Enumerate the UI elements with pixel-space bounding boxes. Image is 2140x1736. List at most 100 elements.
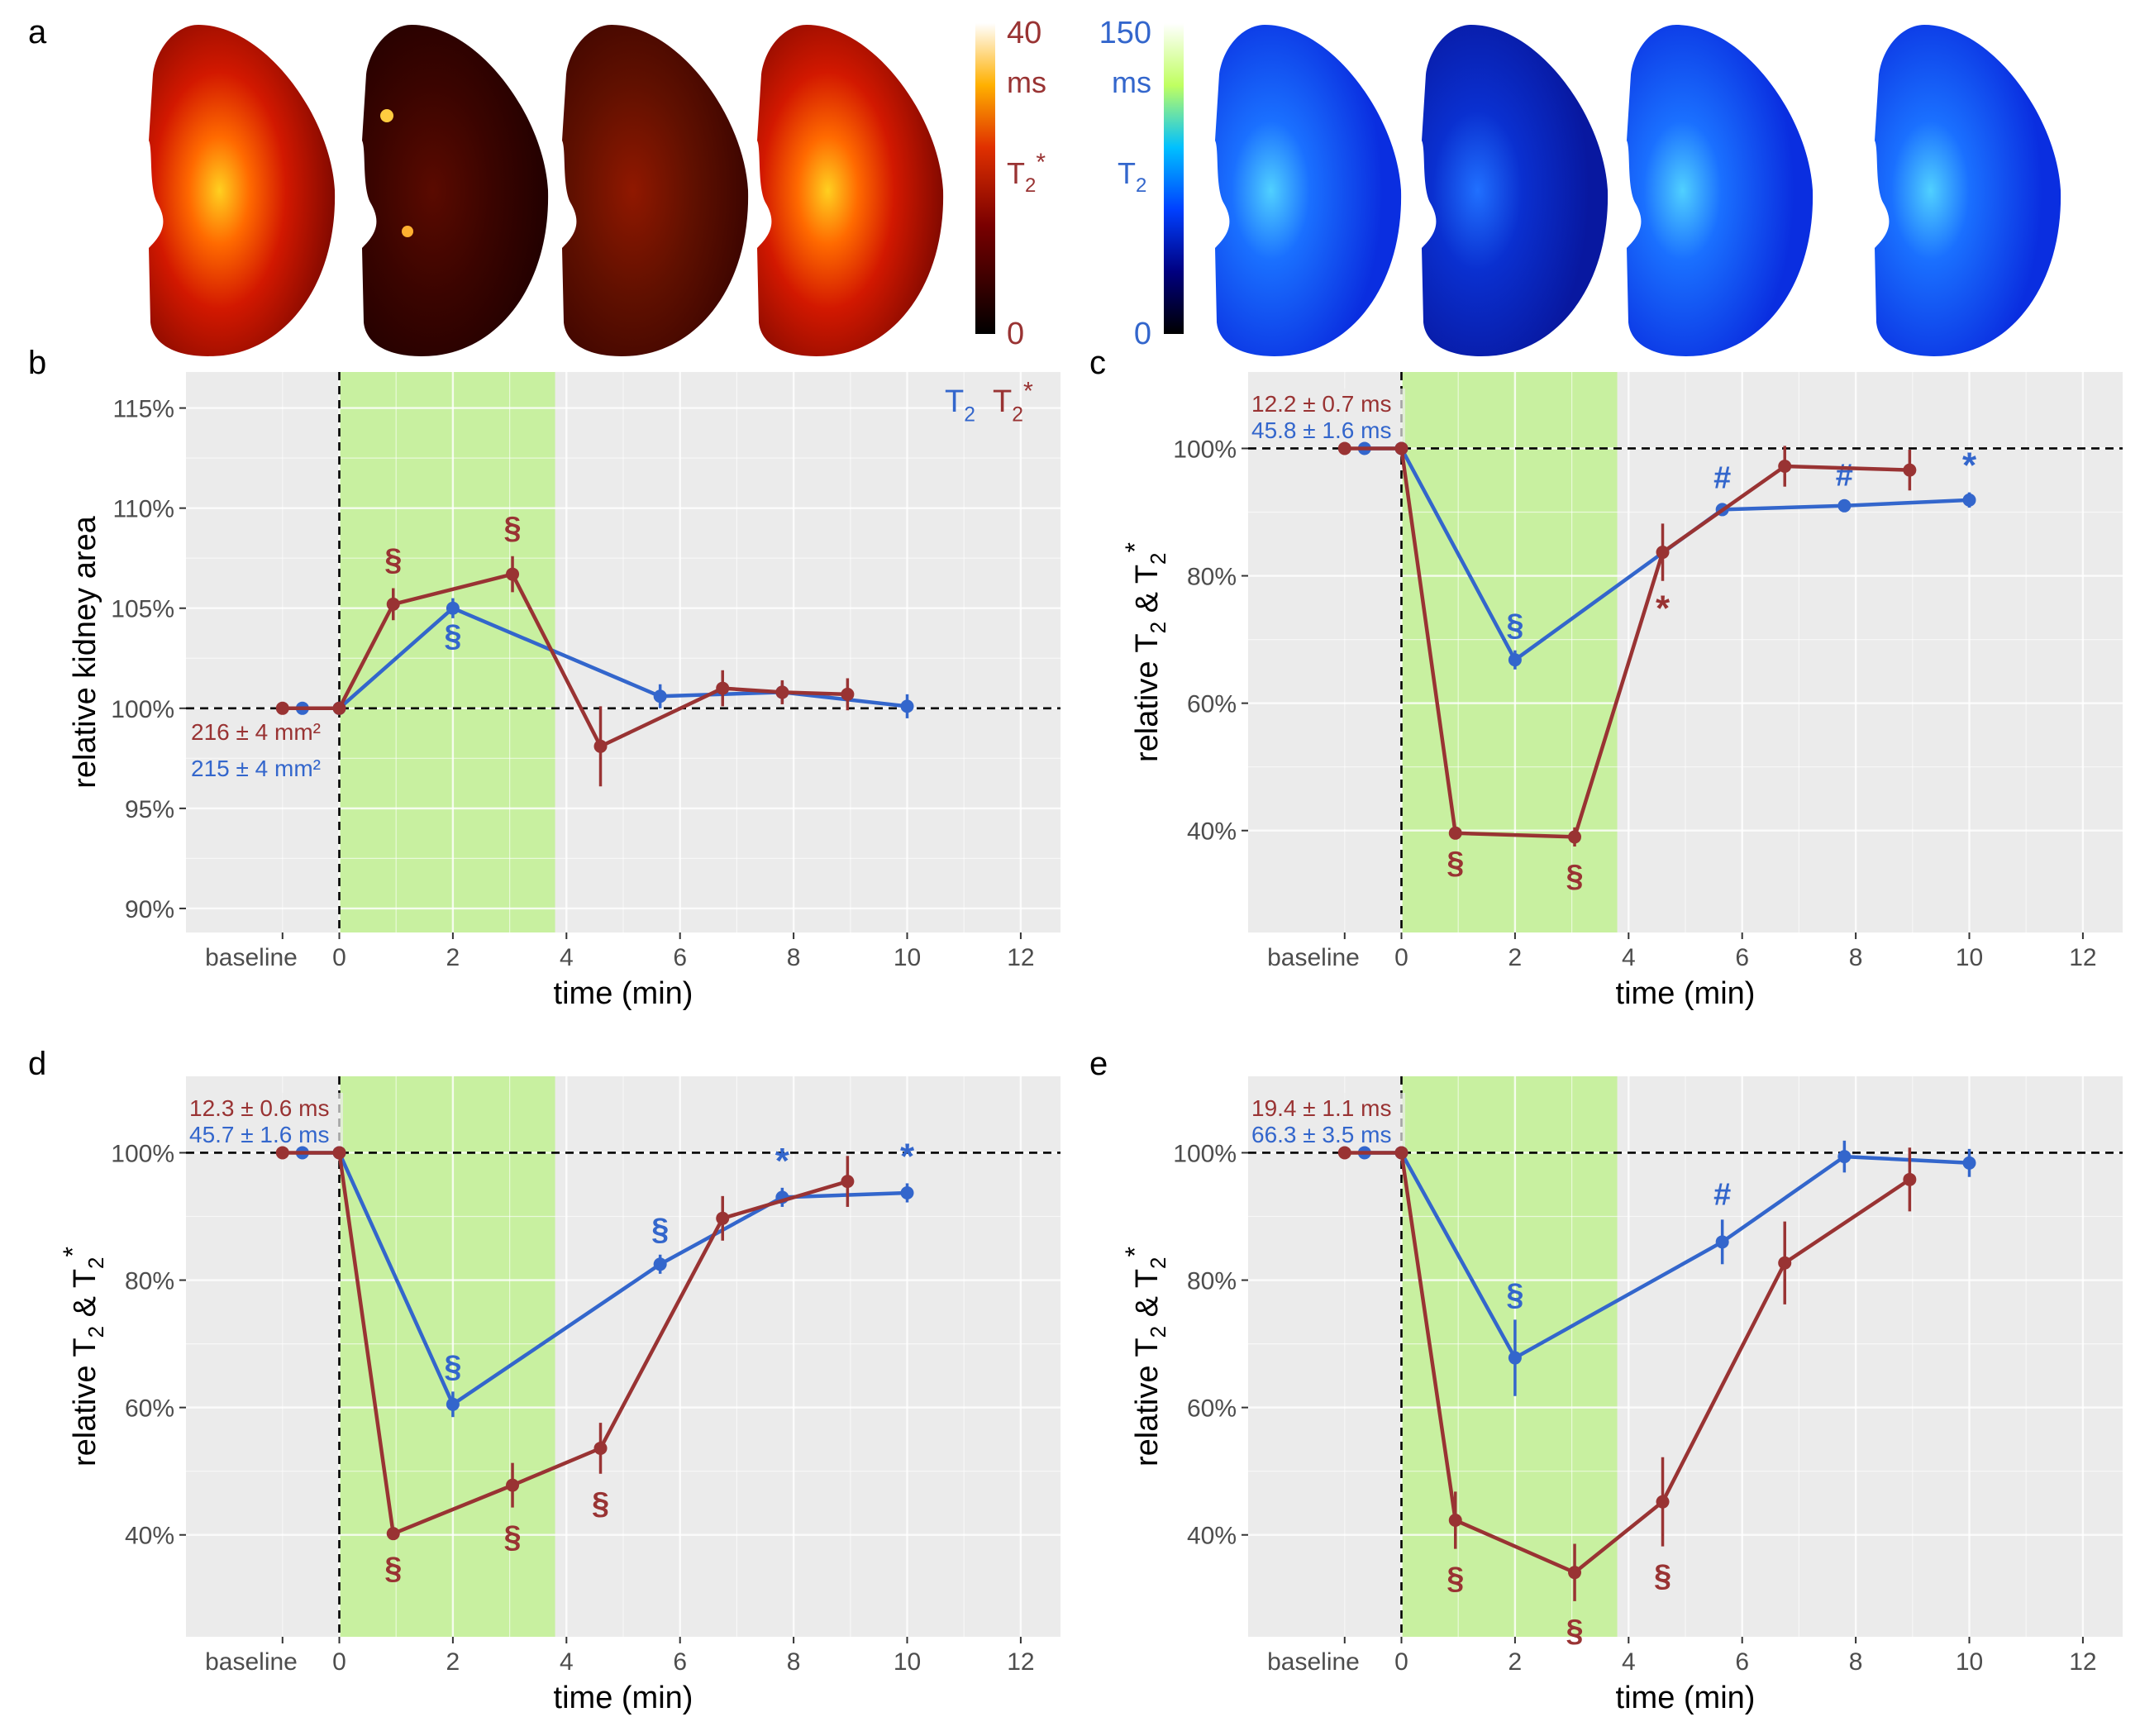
y-tick-label: 95% xyxy=(125,796,174,823)
x-axis-title: time (min) xyxy=(1616,976,1756,1011)
x-tick-label: 6 xyxy=(1735,944,1749,971)
data-point xyxy=(716,681,730,695)
significance-marker: § xyxy=(1447,1562,1464,1596)
baseline-annotation-t2: 215 ± 4 mm² xyxy=(191,756,321,781)
significance-marker: * xyxy=(1962,446,1977,486)
y-axis-title-part: & T xyxy=(1130,565,1165,622)
t2-map-2 xyxy=(1422,25,1609,356)
data-point xyxy=(1394,441,1408,455)
y-axis-title-sup: * xyxy=(1120,542,1150,552)
chart-e: e 40% 60% 80% 100% 0 2 4 6 8 10 12 baseline time (min… xyxy=(1089,1046,2123,1715)
data-point xyxy=(1448,1514,1462,1528)
data-point xyxy=(506,1478,520,1492)
x-tick-label: 2 xyxy=(1508,944,1523,971)
y-axis-title-sup: * xyxy=(1120,1247,1150,1257)
data-point xyxy=(1778,1256,1792,1270)
x-tick-label: 8 xyxy=(1849,944,1863,971)
x-axis-title: time (min) xyxy=(1616,1681,1756,1715)
data-point xyxy=(332,1146,346,1160)
t2star-colorbar xyxy=(975,23,995,334)
charts-layer: b 90% 95% 100% 105% 110% 115% 0 2 4 6 8 10 12 baseline… xyxy=(28,345,2123,1715)
data-point xyxy=(716,1211,730,1225)
x-tick-label: 2 xyxy=(1508,1648,1523,1676)
y-axis-title: relative T2 & T2* xyxy=(1120,1247,1170,1467)
significance-marker: § xyxy=(444,1349,461,1384)
data-point xyxy=(1837,1150,1852,1164)
data-point xyxy=(653,1257,667,1271)
legend-t2-sub: 2 xyxy=(964,403,975,426)
legend-t2: T2 xyxy=(945,384,975,426)
x-tick-label: 8 xyxy=(787,944,801,971)
significance-marker: § xyxy=(1654,1559,1671,1594)
y-axis-title: relative kidney area xyxy=(68,515,102,788)
data-point xyxy=(275,1146,289,1160)
y-tick-label: 80% xyxy=(125,1268,174,1295)
x-tick-label: 12 xyxy=(2069,1648,2096,1676)
data-point xyxy=(900,1185,914,1199)
chart-d: d 40% 60% 80% 100% 0 2 4 6 8 10 12 baseline time (min… xyxy=(28,1046,1060,1715)
x-tick-label: 4 xyxy=(560,1648,574,1676)
data-point xyxy=(775,685,789,699)
legend-t2star: T2* xyxy=(993,377,1033,427)
t2star-map-4 xyxy=(757,25,944,356)
panel-label-b: b xyxy=(28,345,46,381)
data-point xyxy=(1778,460,1792,474)
legend-t2star-sub: 2 xyxy=(1012,403,1023,426)
significance-marker: § xyxy=(384,1551,402,1586)
y-axis-title-sub: 2 xyxy=(1146,1326,1170,1338)
data-point xyxy=(1394,1146,1408,1160)
significance-marker: # xyxy=(1713,1177,1731,1212)
t2-scale-unit: ms xyxy=(1112,65,1151,99)
x-tick-label: 8 xyxy=(787,1648,801,1676)
x-tick-label: 12 xyxy=(1007,1648,1034,1676)
x-tick-label-baseline: baseline xyxy=(1267,1648,1360,1676)
data-point xyxy=(1568,830,1582,844)
t2-scale-min: 0 xyxy=(1134,317,1151,351)
y-axis-title: relative T2 & T2* xyxy=(58,1247,108,1467)
significance-marker: § xyxy=(1506,1277,1523,1312)
data-point xyxy=(1962,1156,1976,1170)
baseline-annotation-bg xyxy=(1250,389,1405,445)
y-tick-label: 60% xyxy=(125,1395,174,1423)
significance-marker: # xyxy=(1713,461,1731,496)
data-point xyxy=(1337,1146,1351,1160)
t2-map-3 xyxy=(1627,25,1814,356)
data-point xyxy=(332,701,346,715)
x-tick-label: 4 xyxy=(1622,944,1636,971)
legend-t2star-base: T xyxy=(993,384,1012,419)
baseline-annotation-bg xyxy=(1250,1093,1405,1149)
y-axis-title-part: relative T xyxy=(1130,633,1165,762)
significance-marker: § xyxy=(503,511,521,546)
data-point xyxy=(593,739,608,753)
x-tick-label-baseline: baseline xyxy=(205,944,298,971)
significance-marker: § xyxy=(1506,608,1523,643)
t2star-map-1 xyxy=(149,25,336,356)
data-point xyxy=(1715,1235,1729,1249)
x-tick-label: 0 xyxy=(332,1648,346,1676)
series-t2star: § § * xyxy=(1337,441,1917,894)
y-tick-label: 100% xyxy=(1173,1140,1237,1167)
t2star-map-3 xyxy=(562,25,749,356)
data-point xyxy=(1962,493,1976,507)
t2star-map-2 xyxy=(362,25,549,356)
data-point xyxy=(1508,653,1522,667)
y-tick-label: 90% xyxy=(125,896,174,923)
baseline-annotation-t2star: 19.4 ± 1.1 ms xyxy=(1251,1095,1391,1121)
baseline-annotation-t2star: 12.2 ± 0.7 ms xyxy=(1251,391,1391,417)
y-tick-label: 40% xyxy=(1187,1523,1237,1550)
x-tick-label: 4 xyxy=(1622,1648,1636,1676)
y-tick-label: 115% xyxy=(112,396,174,423)
data-point xyxy=(1337,441,1351,455)
data-point xyxy=(1656,1495,1670,1509)
y-axis-title-sub: 2 xyxy=(1146,552,1170,564)
data-point xyxy=(841,687,855,701)
t2-map-1 xyxy=(1215,25,1402,356)
data-point xyxy=(900,699,914,713)
t2-scale-max: 150 xyxy=(1099,16,1151,50)
baseline-annotation-t2: 45.8 ± 1.6 ms xyxy=(1251,417,1391,443)
panel-label-d: d xyxy=(28,1046,46,1082)
series-t2star: §§ xyxy=(275,511,855,787)
t2star-scale-min: 0 xyxy=(1007,317,1024,351)
t2-colorbar xyxy=(1164,23,1184,334)
